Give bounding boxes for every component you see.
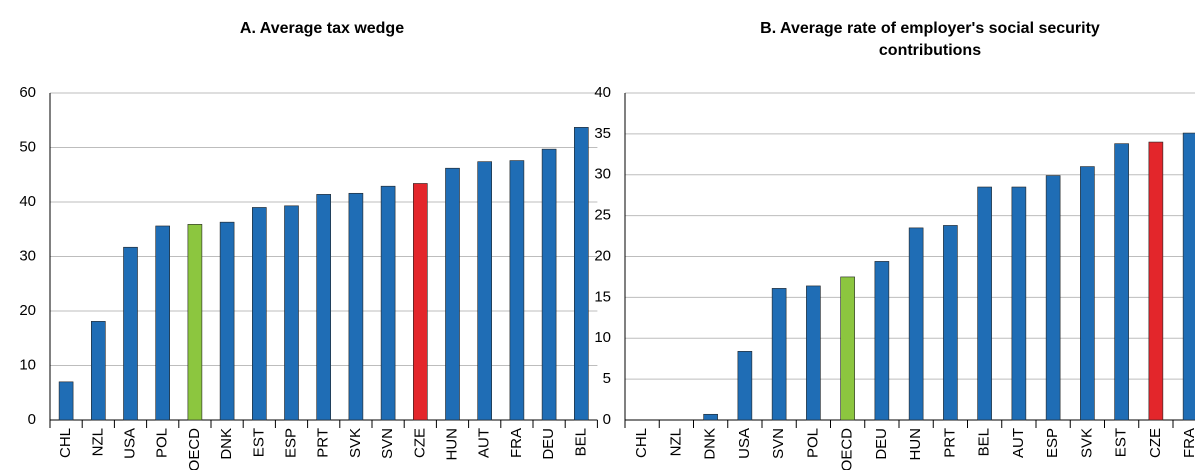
bar <box>123 246 138 421</box>
bar <box>412 183 428 421</box>
bar <box>806 285 821 421</box>
x-tick-label: PRT <box>315 428 332 458</box>
y-tick-label: 40 <box>19 193 36 210</box>
y-tick-label: 0 <box>28 411 36 428</box>
bar <box>445 167 460 421</box>
x-tick-label: OECD <box>186 428 203 470</box>
bar <box>1182 132 1195 421</box>
bar <box>509 160 525 421</box>
bar <box>155 225 170 421</box>
x-tick-label: EST <box>1113 428 1130 457</box>
y-tick-label: 0 <box>603 411 611 428</box>
bar <box>1011 186 1027 421</box>
bar <box>1114 143 1129 421</box>
y-tick-label: 50 <box>19 138 36 155</box>
x-tick-label: AUT <box>1010 428 1027 458</box>
bar <box>573 127 589 421</box>
bar <box>541 148 557 421</box>
bar <box>908 227 924 421</box>
x-tick-label: BEL <box>976 428 993 456</box>
x-tick-label: NZL <box>667 428 684 456</box>
bar <box>1148 141 1164 421</box>
x-tick-label: SVK <box>347 428 364 458</box>
bar <box>1080 166 1095 421</box>
chart-title: B. Average rate of employer's social sec… <box>760 20 1100 59</box>
y-tick-label: 40 <box>594 84 611 101</box>
y-tick-label: 20 <box>594 247 611 264</box>
y-tick-label: 25 <box>594 207 611 224</box>
bar <box>737 351 753 421</box>
x-tick-label: CHL <box>633 428 650 458</box>
bar <box>977 186 992 421</box>
y-tick-label: 35 <box>594 125 611 142</box>
bar <box>1045 175 1061 421</box>
y-tick-label: 10 <box>594 329 611 346</box>
x-tick-label: DNK <box>218 428 235 460</box>
x-tick-label: POL <box>804 428 821 458</box>
y-tick-label: 10 <box>19 356 36 373</box>
x-tick-label: ESP <box>1044 428 1061 458</box>
x-tick-label: EST <box>250 428 267 457</box>
x-tick-label: FRA <box>1181 428 1195 458</box>
bar <box>316 194 332 421</box>
x-tick-label: DEU <box>873 428 890 460</box>
x-tick-label: ESP <box>282 428 299 458</box>
bar <box>874 261 890 421</box>
x-tick-label: FRA <box>508 428 525 458</box>
chart-title: A. Average tax wedge <box>239 20 405 37</box>
x-tick-label: SVN <box>770 428 787 459</box>
bar <box>284 205 299 421</box>
x-tick-label: USA <box>736 428 753 459</box>
x-tick-label: DEU <box>540 428 557 460</box>
x-tick-label: HUN <box>443 428 460 461</box>
y-tick-label: 15 <box>594 288 611 305</box>
bar <box>252 207 267 421</box>
bar <box>477 161 493 421</box>
x-tick-label: CZE <box>411 428 428 458</box>
y-tick-label: 5 <box>603 370 611 387</box>
x-tick-label: OECD <box>839 428 856 470</box>
y-tick-label: 60 <box>19 84 36 101</box>
bar <box>348 192 364 421</box>
x-tick-label: HUN <box>907 428 924 461</box>
bar <box>771 288 787 421</box>
bar <box>91 321 106 421</box>
y-tick-label: 30 <box>594 166 611 183</box>
bar <box>219 221 235 421</box>
bar <box>380 185 396 421</box>
x-tick-label: CHL <box>57 428 74 458</box>
x-tick-label: AUT <box>476 428 493 458</box>
x-tick-label: SVK <box>1078 428 1095 458</box>
x-tick-label: PRT <box>941 428 958 458</box>
bar <box>943 225 958 421</box>
y-tick-label: 20 <box>19 302 36 319</box>
x-tick-label: USA <box>121 428 138 459</box>
x-tick-label: BEL <box>572 428 589 456</box>
x-tick-label: CZE <box>1147 428 1164 458</box>
bar <box>58 381 74 421</box>
bar <box>187 224 203 421</box>
x-tick-label: DNK <box>702 428 719 460</box>
bar <box>840 276 855 421</box>
x-tick-label: NZL <box>89 428 106 456</box>
y-tick-label: 30 <box>19 247 36 264</box>
x-tick-label: SVN <box>379 428 396 459</box>
x-tick-label: POL <box>154 428 171 458</box>
bar <box>703 413 718 421</box>
